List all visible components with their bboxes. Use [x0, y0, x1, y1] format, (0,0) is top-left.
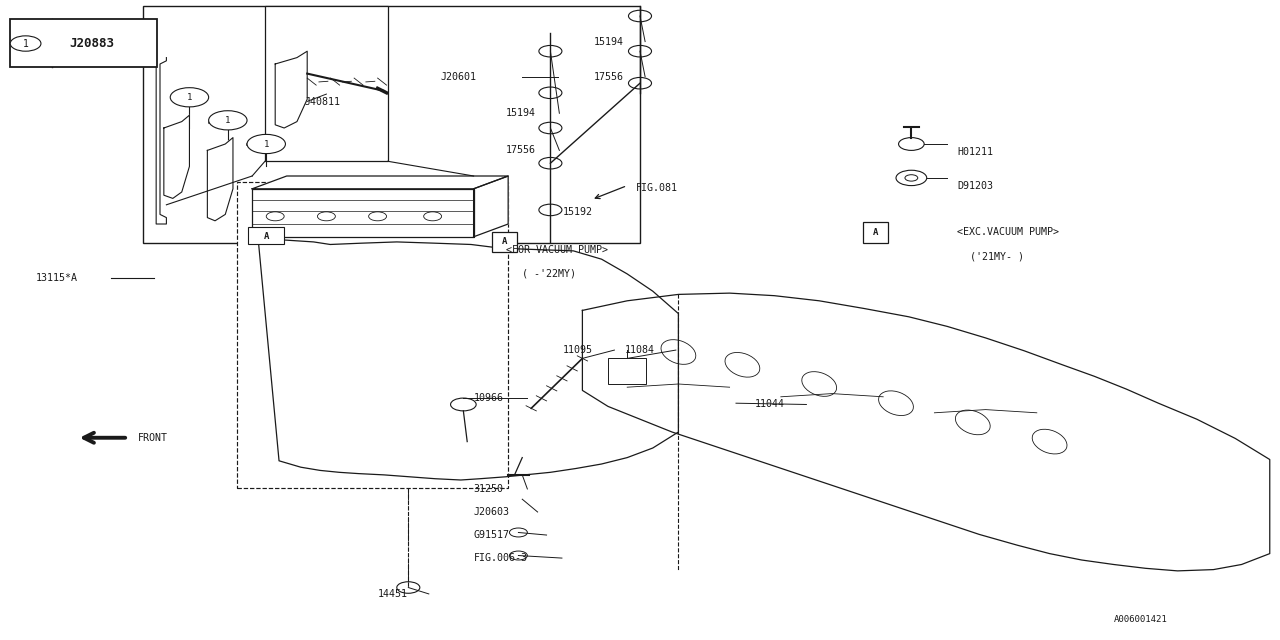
- Text: 11095: 11095: [563, 345, 593, 355]
- Text: 10966: 10966: [474, 393, 503, 403]
- Polygon shape: [259, 240, 678, 480]
- Bar: [143, 6, 640, 243]
- Text: J40811: J40811: [305, 97, 340, 108]
- Bar: [237, 182, 508, 488]
- Text: ('21MY- ): ('21MY- ): [970, 251, 1024, 261]
- Text: J20601: J20601: [440, 72, 476, 82]
- Polygon shape: [275, 51, 307, 128]
- Text: 17556: 17556: [506, 145, 535, 156]
- Text: 17556: 17556: [594, 72, 623, 82]
- Bar: [863, 222, 888, 243]
- Text: 1: 1: [187, 93, 192, 102]
- Circle shape: [247, 134, 285, 154]
- Text: 15194: 15194: [506, 108, 535, 118]
- Text: D91203: D91203: [957, 180, 993, 191]
- Text: 11044: 11044: [755, 399, 785, 410]
- Text: ( -'22MY): ( -'22MY): [522, 268, 576, 278]
- Circle shape: [209, 111, 247, 130]
- Text: 1: 1: [23, 38, 28, 49]
- Circle shape: [170, 88, 209, 107]
- Text: <EXC.VACUUM PUMP>: <EXC.VACUUM PUMP>: [957, 227, 1060, 237]
- Bar: [265, 6, 388, 161]
- Text: J20603: J20603: [474, 507, 509, 517]
- Circle shape: [10, 36, 41, 51]
- Bar: [10, 19, 157, 67]
- Text: <FOR VACUUM PUMP>: <FOR VACUUM PUMP>: [506, 244, 608, 255]
- Bar: [248, 227, 284, 244]
- Text: 1: 1: [225, 116, 230, 125]
- Text: H01211: H01211: [957, 147, 993, 157]
- Text: A: A: [502, 237, 507, 246]
- Polygon shape: [207, 138, 233, 221]
- Polygon shape: [474, 176, 508, 237]
- Polygon shape: [252, 189, 474, 237]
- Polygon shape: [164, 115, 189, 198]
- Text: A: A: [873, 228, 878, 237]
- Text: FRONT: FRONT: [138, 433, 168, 443]
- Text: 14451: 14451: [378, 589, 407, 599]
- Text: 15192: 15192: [563, 207, 593, 218]
- Text: FIG.081: FIG.081: [636, 183, 678, 193]
- Bar: [492, 232, 517, 252]
- Text: J20883: J20883: [69, 37, 115, 50]
- Text: 11084: 11084: [625, 345, 654, 355]
- Text: A: A: [264, 232, 269, 241]
- Bar: [608, 358, 646, 384]
- Polygon shape: [252, 176, 508, 189]
- Text: 15194: 15194: [594, 36, 623, 47]
- Text: G91517: G91517: [474, 530, 509, 540]
- Text: 13115*A: 13115*A: [36, 273, 78, 284]
- Text: 31250: 31250: [474, 484, 503, 494]
- Text: FIG.006-3: FIG.006-3: [474, 553, 527, 563]
- Text: A006001421: A006001421: [1114, 615, 1167, 624]
- Polygon shape: [582, 293, 1270, 571]
- Text: 1: 1: [264, 140, 269, 148]
